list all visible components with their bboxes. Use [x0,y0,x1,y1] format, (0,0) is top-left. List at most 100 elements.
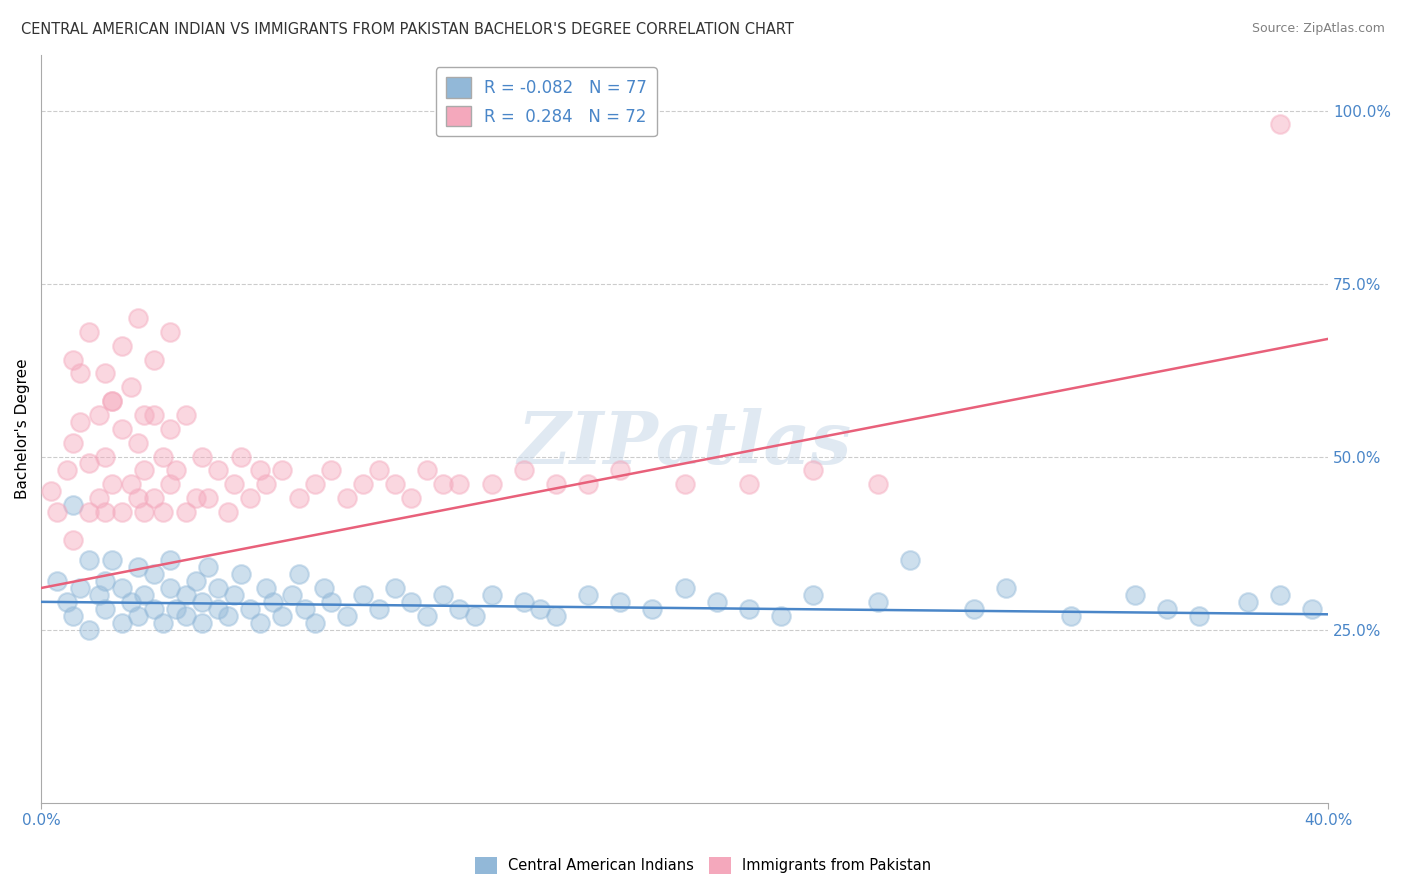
Point [319,595,342,609]
Point [174,608,197,623]
Point [152,505,174,519]
Point [384,581,406,595]
Point [254,477,277,491]
Point [152,450,174,464]
Point [142,408,165,422]
Point [432,477,454,491]
Point [336,608,359,623]
Point [207,601,229,615]
Point [576,588,599,602]
Point [224,588,246,602]
Point [738,477,761,491]
Point [94,450,117,464]
Point [294,601,316,615]
Point [866,477,889,491]
Point [132,588,155,602]
Point [79,457,101,471]
Point [120,477,142,491]
Point [110,422,132,436]
Point [432,588,454,602]
Point [319,463,342,477]
Point [271,463,294,477]
Point [62,352,84,367]
Y-axis label: Bachelor's Degree: Bachelor's Degree [15,359,30,500]
Point [254,581,277,595]
Point [738,601,761,615]
Point [87,588,110,602]
Point [673,477,696,491]
Legend: R = -0.082   N = 77, R =  0.284   N = 72: R = -0.082 N = 77, R = 0.284 N = 72 [436,67,657,136]
Point [94,367,117,381]
Point [801,588,824,602]
Point [110,615,132,630]
Point [1236,595,1258,609]
Point [101,477,124,491]
Point [464,608,486,623]
Point [142,352,165,367]
Point [229,450,252,464]
Point [79,623,101,637]
Point [207,463,229,477]
Point [69,367,91,381]
Text: Source: ZipAtlas.com: Source: ZipAtlas.com [1251,22,1385,36]
Point [898,553,921,567]
Point [191,615,214,630]
Point [87,491,110,505]
Point [641,601,664,615]
Point [197,560,219,574]
Point [132,463,155,477]
Point [94,505,117,519]
Point [152,615,174,630]
Point [217,505,239,519]
Point [304,615,326,630]
Point [416,608,439,623]
Point [127,435,149,450]
Point [513,463,536,477]
Point [706,595,728,609]
Point [481,588,503,602]
Point [544,608,567,623]
Point [62,435,84,450]
Point [1123,588,1146,602]
Text: ZIPatlas: ZIPatlas [517,409,852,479]
Point [127,491,149,505]
Point [352,477,374,491]
Point [609,595,631,609]
Point [94,574,117,588]
Point [87,408,110,422]
Point [1301,601,1323,615]
Point [174,588,197,602]
Point [120,595,142,609]
Point [110,339,132,353]
Point [79,505,101,519]
Point [224,477,246,491]
Point [609,463,631,477]
Point [249,615,271,630]
Point [1268,588,1291,602]
Point [110,505,132,519]
Point [197,491,219,505]
Point [673,581,696,595]
Point [576,477,599,491]
Point [449,601,471,615]
Point [481,477,503,491]
Point [801,463,824,477]
Point [399,595,422,609]
Point [336,491,359,505]
Point [127,608,149,623]
Point [449,477,471,491]
Point [159,477,181,491]
Point [159,553,181,567]
Point [1060,608,1083,623]
Point [304,477,326,491]
Point [62,533,84,547]
Point [142,567,165,582]
Point [142,601,165,615]
Point [79,325,101,339]
Point [770,608,793,623]
Point [101,394,124,409]
Point [159,325,181,339]
Point [165,601,187,615]
Legend: Central American Indians, Immigrants from Pakistan: Central American Indians, Immigrants fro… [468,851,938,880]
Point [399,491,422,505]
